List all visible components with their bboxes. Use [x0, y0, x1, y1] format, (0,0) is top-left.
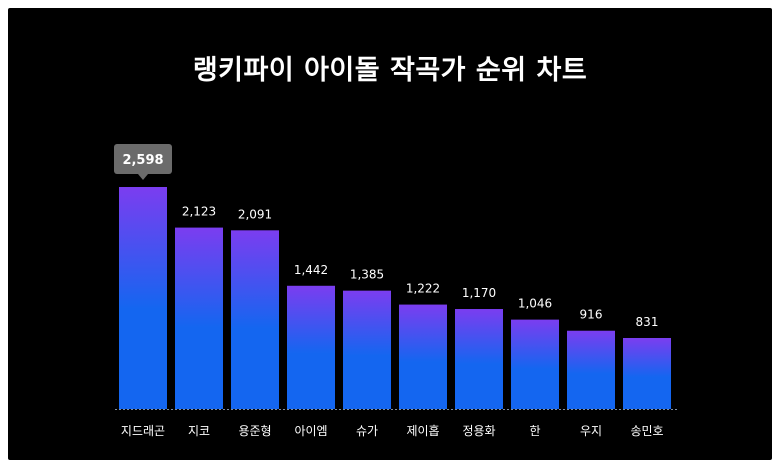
value-label: 2,123 — [182, 205, 216, 219]
category-label: 슈가 — [356, 424, 378, 438]
value-label: 2,091 — [238, 207, 272, 221]
value-label: 831 — [636, 315, 659, 329]
bar-10 — [623, 337, 671, 409]
bar-1 — [119, 187, 167, 409]
category-label: 송민호 — [630, 424, 663, 438]
category-label: 용준형 — [238, 424, 271, 438]
value-label: 2,598 — [122, 153, 163, 168]
value-label: 1,046 — [518, 297, 552, 311]
category-label: 정용화 — [462, 424, 495, 438]
bar-3 — [231, 230, 279, 409]
category-label: 제이홉 — [406, 424, 439, 438]
value-label: 1,385 — [350, 268, 384, 282]
category-label: 지코 — [188, 424, 210, 438]
category-label: 지드래곤 — [121, 424, 165, 438]
highlight-value-box — [114, 144, 172, 174]
bar-7 — [455, 309, 503, 409]
bar-2 — [175, 227, 223, 409]
bar-4 — [287, 285, 335, 409]
bar-8 — [511, 319, 559, 409]
value-label: 1,442 — [294, 263, 328, 277]
value-label: 916 — [580, 308, 603, 322]
category-label: 우지 — [580, 424, 602, 438]
bar-6 — [399, 304, 447, 409]
chart-title: 랭키파이 아이돌 작곡가 순위 차트 — [192, 55, 588, 86]
highlight-value-pointer — [138, 174, 148, 180]
bar-5 — [343, 290, 391, 409]
bar-9 — [567, 330, 615, 409]
value-label: 1,222 — [406, 282, 440, 296]
category-label: 한 — [529, 424, 540, 438]
value-label: 1,170 — [462, 286, 496, 300]
category-label: 아이엠 — [294, 424, 327, 438]
